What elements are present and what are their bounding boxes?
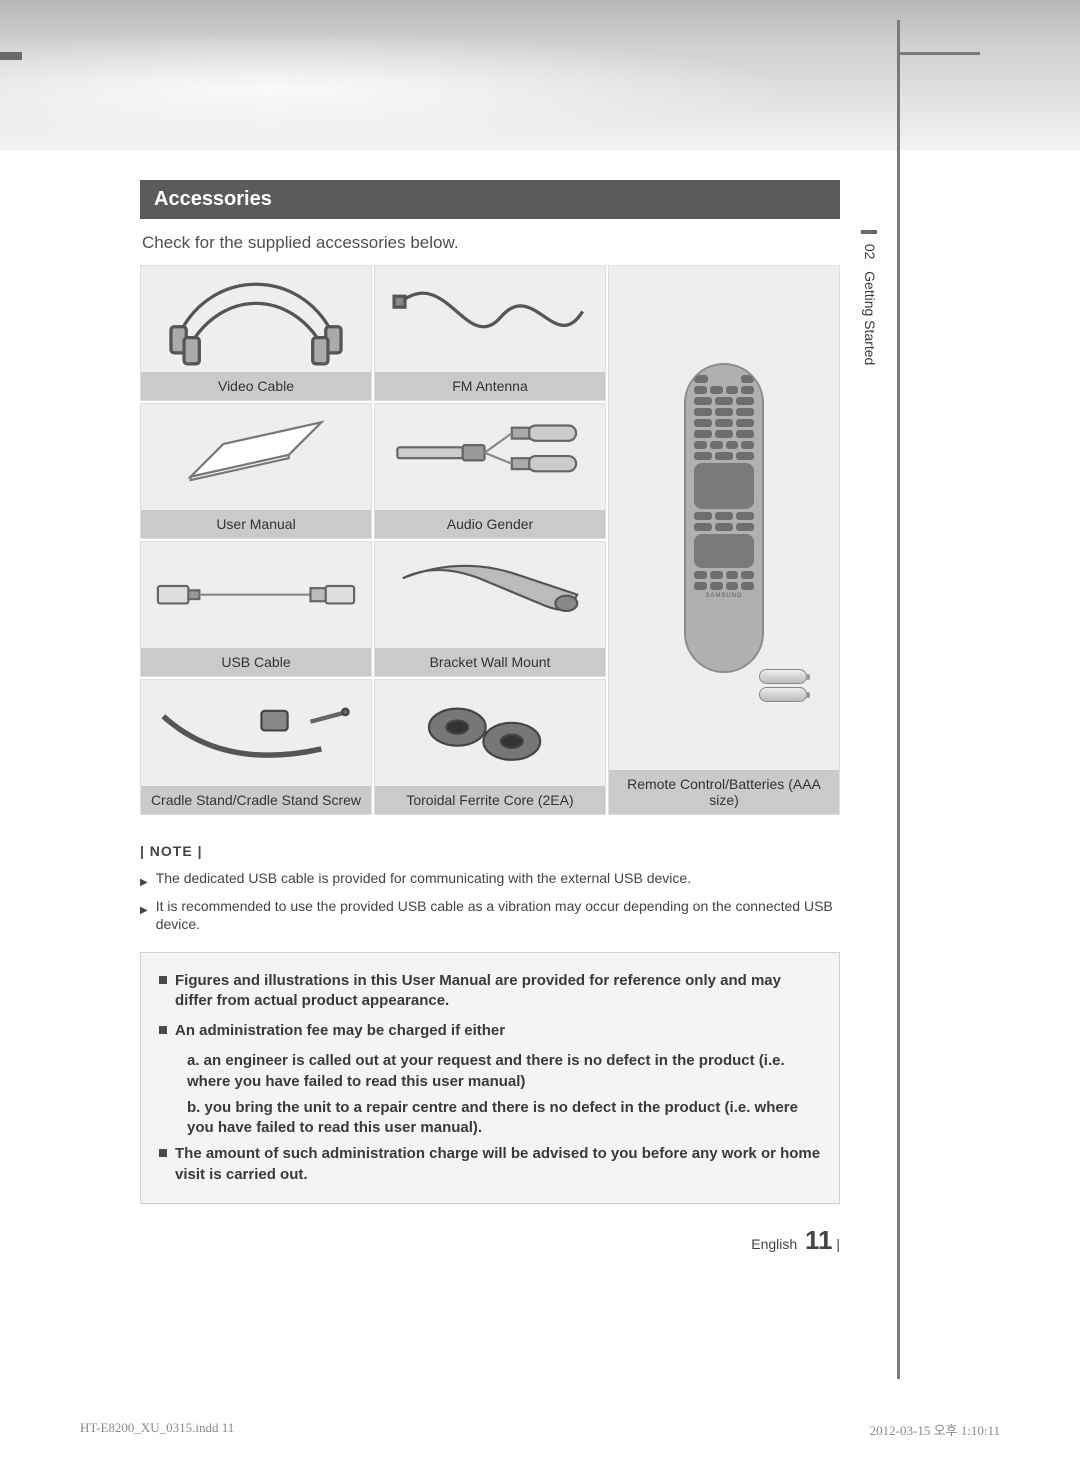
accessories-grid: Video Cable FM Antenna (140, 265, 840, 815)
cell-bracket: Bracket Wall Mount (374, 541, 606, 677)
section-title: Accessories (140, 180, 840, 219)
cell-user-manual: User Manual (140, 403, 372, 539)
page-num-value: 11 (805, 1225, 833, 1255)
note-block: | NOTE | The dedicated USB cable is prov… (140, 843, 840, 934)
cell-fm-antenna: FM Antenna (374, 265, 606, 401)
cell-label: USB Cable (141, 648, 371, 676)
cell-audio-gender: Audio Gender (374, 403, 606, 539)
side-tab-num: 02 (862, 244, 878, 260)
cell-ferrite-core: Toroidal Ferrite Core (2EA) (374, 679, 606, 815)
cell-label: Toroidal Ferrite Core (2EA) (375, 786, 605, 814)
info-box: Figures and illustrations in this User M… (140, 952, 840, 1204)
header-gradient (0, 0, 1080, 150)
doc-footer-right: 2012-03-15 오후 1:10:11 (870, 1420, 1000, 1439)
doc-footer: HT-E8200_XU_0315.indd 11 2012-03-15 오후 1… (80, 1420, 1000, 1439)
user-manual-icon (141, 389, 371, 510)
info-sub-b: b. you bring the unit to a repair centre… (187, 1098, 821, 1139)
remote-icon: SAMSUNG (684, 363, 764, 673)
cell-remote: SAMSUNG Remote Control/Batteries (AAA si… (608, 265, 840, 815)
square-icon (159, 1026, 167, 1034)
note-line: It is recommended to use the provided US… (140, 897, 840, 933)
square-icon (159, 976, 167, 984)
info-sub-a: a. an engineer is called out at your req… (187, 1051, 821, 1092)
side-tab: 02 Getting Started (862, 230, 878, 365)
batteries-icon (759, 669, 807, 702)
page: 02 Getting Started Accessories Check for… (0, 0, 1080, 1479)
square-icon (159, 1149, 167, 1157)
info-text: An administration fee may be charged if … (175, 1021, 505, 1041)
audio-gender-icon (375, 389, 605, 510)
content: Accessories Check for the supplied acces… (140, 180, 840, 1204)
bracket-icon (375, 542, 605, 648)
info-text: The amount of such administration charge… (175, 1144, 821, 1185)
video-cable-icon (141, 251, 371, 372)
fm-antenna-icon (375, 251, 605, 372)
cell-label: Cradle Stand/Cradle Stand Screw (141, 786, 371, 814)
triangle-icon (140, 869, 148, 887)
usb-cable-icon (141, 542, 371, 648)
cell-video-cable: Video Cable (140, 265, 372, 401)
remote-brand: SAMSUNG (694, 593, 754, 599)
cell-usb-cable: USB Cable (140, 541, 372, 677)
side-tab-label: Getting Started (862, 271, 878, 365)
cradle-stand-icon (141, 680, 371, 786)
info-bullet: Figures and illustrations in this User M… (159, 971, 821, 1012)
cell-label: Remote Control/Batteries (AAA size) (609, 770, 839, 814)
note-text: The dedicated USB cable is provided for … (156, 869, 691, 887)
cell-label: Bracket Wall Mount (375, 648, 605, 676)
info-bullet: The amount of such administration charge… (159, 1144, 821, 1185)
info-text: Figures and illustrations in this User M… (175, 971, 821, 1012)
page-number: English 11 | (751, 1225, 840, 1256)
crop-mark-top (900, 52, 980, 55)
cell-label: Audio Gender (375, 510, 605, 538)
crop-mark-right (897, 20, 900, 1379)
note-line: The dedicated USB cable is provided for … (140, 869, 840, 887)
cell-label: User Manual (141, 510, 371, 538)
doc-footer-left: HT-E8200_XU_0315.indd 11 (80, 1420, 234, 1439)
cell-cradle-stand: Cradle Stand/Cradle Stand Screw (140, 679, 372, 815)
info-bullet: An administration fee may be charged if … (159, 1021, 821, 1041)
note-text: It is recommended to use the provided US… (156, 897, 840, 933)
note-head: | NOTE | (140, 843, 840, 859)
triangle-icon (140, 897, 148, 933)
page-lang: English (751, 1236, 797, 1252)
ferrite-core-icon (375, 680, 605, 786)
